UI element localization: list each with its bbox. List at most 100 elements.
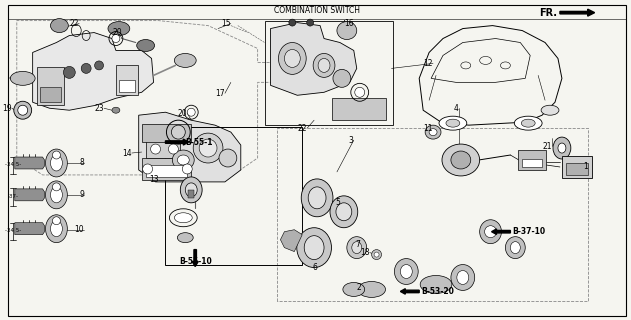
Text: B-37-10: B-37-10 xyxy=(512,227,545,236)
Ellipse shape xyxy=(137,40,155,52)
Ellipse shape xyxy=(297,228,331,268)
Text: COMBINATION SWITCH: COMBINATION SWITCH xyxy=(274,6,360,15)
Ellipse shape xyxy=(420,276,452,293)
Bar xyxy=(264,20,393,125)
Ellipse shape xyxy=(485,226,497,238)
Text: 23: 23 xyxy=(95,104,104,113)
Ellipse shape xyxy=(10,71,35,85)
Text: 2: 2 xyxy=(357,283,362,292)
Ellipse shape xyxy=(81,63,91,73)
Ellipse shape xyxy=(400,265,412,278)
Ellipse shape xyxy=(514,116,542,130)
Circle shape xyxy=(52,217,61,225)
Ellipse shape xyxy=(308,187,326,209)
Text: 1: 1 xyxy=(583,163,587,172)
Text: 11: 11 xyxy=(423,124,433,132)
Polygon shape xyxy=(15,189,45,201)
Bar xyxy=(562,156,592,178)
Bar xyxy=(37,68,64,105)
Circle shape xyxy=(52,183,61,191)
Ellipse shape xyxy=(558,143,566,153)
Ellipse shape xyxy=(112,107,120,113)
Bar xyxy=(146,165,187,177)
Ellipse shape xyxy=(193,133,223,163)
Text: 22: 22 xyxy=(70,19,80,28)
Ellipse shape xyxy=(330,196,358,228)
Text: 6: 6 xyxy=(312,263,317,272)
Text: 15: 15 xyxy=(221,19,231,28)
Ellipse shape xyxy=(337,22,357,40)
Ellipse shape xyxy=(318,59,330,72)
Text: -34 5-: -34 5- xyxy=(4,228,21,233)
Circle shape xyxy=(307,19,314,26)
Ellipse shape xyxy=(112,35,120,43)
Ellipse shape xyxy=(358,282,386,297)
Circle shape xyxy=(289,19,296,26)
Text: 22: 22 xyxy=(298,124,307,132)
Ellipse shape xyxy=(374,252,379,257)
Ellipse shape xyxy=(50,187,62,203)
Circle shape xyxy=(168,144,179,154)
Text: 20: 20 xyxy=(178,109,187,118)
Ellipse shape xyxy=(336,203,352,221)
Ellipse shape xyxy=(187,108,195,116)
FancyArrow shape xyxy=(165,139,188,145)
Ellipse shape xyxy=(45,215,68,243)
Text: B-53-20: B-53-20 xyxy=(421,287,454,296)
Ellipse shape xyxy=(429,129,437,136)
FancyArrow shape xyxy=(400,289,419,294)
Ellipse shape xyxy=(199,139,217,157)
Polygon shape xyxy=(33,33,153,110)
Text: 18: 18 xyxy=(360,248,370,257)
Bar xyxy=(116,65,138,95)
Text: 8: 8 xyxy=(80,158,84,167)
Ellipse shape xyxy=(45,181,68,209)
Ellipse shape xyxy=(174,213,192,223)
Ellipse shape xyxy=(50,155,62,171)
Text: 4: 4 xyxy=(454,104,459,113)
Ellipse shape xyxy=(177,233,193,243)
Ellipse shape xyxy=(521,119,535,127)
Ellipse shape xyxy=(304,236,324,260)
Ellipse shape xyxy=(553,137,571,159)
Polygon shape xyxy=(139,112,241,182)
Text: 13: 13 xyxy=(149,175,158,184)
Text: 16: 16 xyxy=(344,19,354,28)
Text: -34 5-: -34 5- xyxy=(4,163,21,167)
FancyArrow shape xyxy=(560,9,594,16)
Text: 14: 14 xyxy=(122,148,132,157)
Ellipse shape xyxy=(333,69,351,87)
Ellipse shape xyxy=(18,105,28,115)
Text: 19: 19 xyxy=(2,104,12,113)
Bar xyxy=(165,127,302,265)
Text: B-55-10: B-55-10 xyxy=(179,257,211,266)
Ellipse shape xyxy=(301,179,333,217)
Ellipse shape xyxy=(355,87,365,97)
Ellipse shape xyxy=(451,265,475,291)
Text: B-55-1: B-55-1 xyxy=(186,138,213,147)
Text: 3: 3 xyxy=(349,136,354,145)
Ellipse shape xyxy=(446,119,460,127)
Bar xyxy=(518,150,546,170)
Text: 9: 9 xyxy=(80,190,84,199)
Text: -37-: -37- xyxy=(8,194,18,199)
Ellipse shape xyxy=(177,155,189,165)
Ellipse shape xyxy=(45,149,68,177)
Circle shape xyxy=(143,164,153,174)
Text: 7: 7 xyxy=(355,240,360,249)
Ellipse shape xyxy=(480,220,502,244)
Ellipse shape xyxy=(174,53,196,68)
Ellipse shape xyxy=(343,283,365,296)
Text: 20: 20 xyxy=(112,28,122,37)
Text: FR.: FR. xyxy=(539,8,557,18)
Bar xyxy=(142,158,191,180)
Ellipse shape xyxy=(541,105,559,115)
Ellipse shape xyxy=(451,151,471,169)
Ellipse shape xyxy=(510,242,521,253)
Bar xyxy=(522,159,542,167)
Text: 21: 21 xyxy=(543,141,552,151)
Circle shape xyxy=(182,164,192,174)
Ellipse shape xyxy=(172,125,186,139)
Ellipse shape xyxy=(186,183,197,197)
Ellipse shape xyxy=(505,237,525,259)
